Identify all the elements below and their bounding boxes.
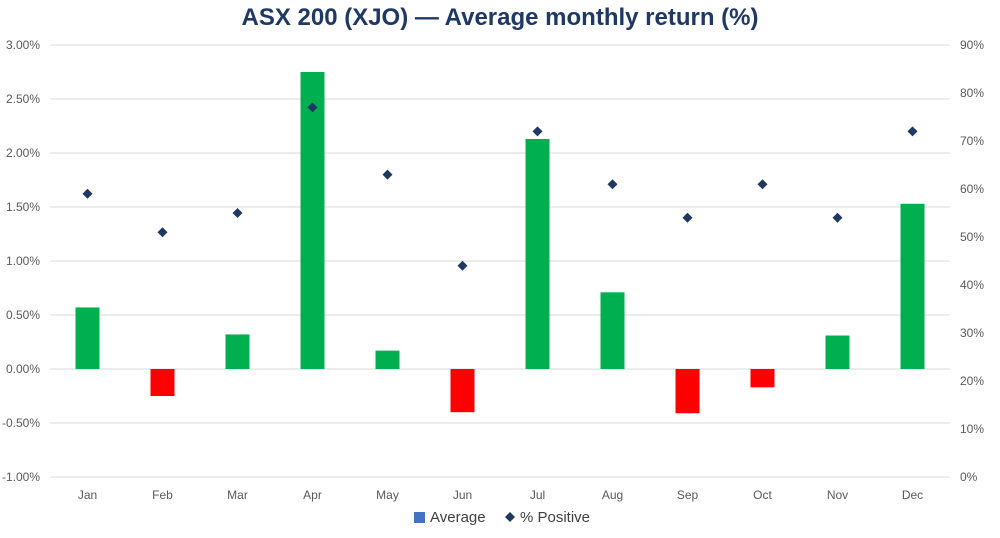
- x-tick-label: Sep: [677, 488, 699, 502]
- right-tick-label: 40%: [960, 278, 984, 292]
- left-tick-label: 3.00%: [6, 38, 40, 52]
- right-tick-label: 80%: [960, 86, 984, 100]
- left-tick-label: 0.50%: [6, 308, 40, 322]
- chart-title: ASX 200 (XJO) — Average monthly return (…: [241, 4, 759, 31]
- grid-lines: [50, 44, 950, 478]
- left-tick-label: 2.00%: [6, 146, 40, 160]
- legend-average-label: Average: [430, 509, 486, 526]
- x-tick-label: Jan: [78, 488, 97, 502]
- left-tick-label: 1.00%: [6, 254, 40, 268]
- left-tick-label: 0.00%: [6, 362, 40, 376]
- marker-feb: [157, 227, 168, 238]
- marker-oct: [757, 179, 768, 190]
- marker-apr: [307, 102, 318, 113]
- marker-jun: [457, 260, 468, 271]
- right-tick-label: 90%: [960, 38, 984, 52]
- right-tick-label: 60%: [960, 182, 984, 196]
- markers-group: [82, 102, 918, 271]
- marker-nov: [832, 212, 843, 223]
- marker-jul: [532, 126, 543, 137]
- left-tick-label: 1.50%: [6, 200, 40, 214]
- bar-sep: [675, 369, 700, 414]
- bar-oct: [750, 369, 775, 388]
- right-tick-label: 20%: [960, 374, 984, 388]
- x-axis: Jan Feb Mar Apr May Jun Jul Aug Sep Oct Nov Dec: [78, 488, 923, 502]
- marker-may: [382, 169, 393, 180]
- left-axis: -1.00% -0.50% 0.00% 0.50% 1.00% 1.50% 2.00% 2.5…: [2, 38, 40, 484]
- x-tick-label: Aug: [602, 488, 623, 502]
- bar-jul: [525, 138, 550, 369]
- x-tick-label: Dec: [902, 488, 923, 502]
- legend-average-swatch: [414, 512, 425, 523]
- right-tick-label: 30%: [960, 326, 984, 340]
- bar-jan: [75, 307, 100, 369]
- marker-mar: [232, 208, 243, 218]
- x-tick-label: Oct: [753, 488, 772, 502]
- right-axis: 0% 10% 20% 30% 40% 50% 60% 70% 80% 90%: [960, 38, 984, 484]
- right-tick-label: 50%: [960, 230, 984, 244]
- x-tick-label: Feb: [152, 488, 173, 502]
- x-tick-label: Jul: [530, 488, 545, 502]
- x-tick-label: Mar: [227, 488, 248, 502]
- bar-apr: [300, 72, 325, 369]
- right-tick-label: 10%: [960, 422, 984, 436]
- marker-sep: [682, 212, 693, 223]
- x-tick-label: May: [376, 488, 399, 502]
- left-tick-label: -1.00%: [2, 470, 40, 484]
- marker-aug: [607, 179, 618, 190]
- legend-positive-label: % Positive: [520, 509, 590, 526]
- marker-jan: [82, 188, 93, 199]
- x-tick-label: Jun: [453, 488, 472, 502]
- bar-nov: [825, 335, 850, 369]
- marker-dec: [907, 126, 918, 137]
- x-tick-label: Nov: [827, 488, 848, 502]
- bar-mar: [225, 334, 250, 369]
- legend: Average % Positive: [414, 509, 590, 526]
- bars-group: [75, 72, 925, 414]
- bar-dec: [900, 203, 925, 369]
- bar-feb: [150, 369, 175, 396]
- right-tick-label: 70%: [960, 134, 984, 148]
- left-tick-label: -0.50%: [2, 416, 40, 430]
- bar-jun: [450, 369, 475, 413]
- legend-positive-marker: [505, 512, 515, 522]
- left-tick-label: 2.50%: [6, 92, 40, 106]
- bar-may: [375, 350, 400, 369]
- right-tick-label: 0%: [960, 470, 978, 484]
- x-tick-label: Apr: [303, 488, 322, 502]
- bar-aug: [600, 292, 625, 369]
